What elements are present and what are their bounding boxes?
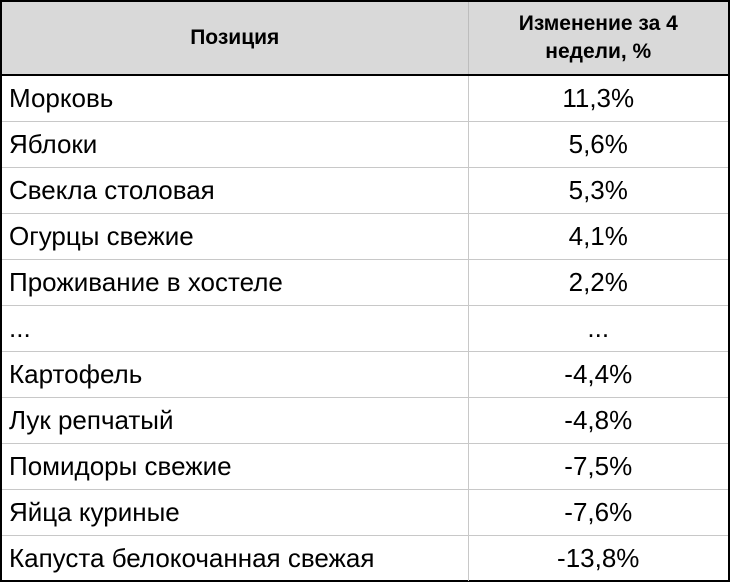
table-row: Картофель -4,4% (2, 351, 728, 398)
table-header: Позиция Изменение за 4 недели, % (2, 2, 728, 76)
table-row: Яйца куриные -7,6% (2, 489, 728, 536)
table-body: Морковь 11,3% Яблоки 5,6% Свекла столова… (2, 75, 728, 581)
row-position: ... (2, 305, 469, 352)
row-position: Яблоки (2, 121, 469, 168)
row-position: Капуста белокочанная свежая (2, 535, 469, 581)
header-row: Позиция Изменение за 4 недели, % (2, 2, 728, 76)
table-row: Морковь 11,3% (2, 75, 728, 122)
header-change: Изменение за 4 недели, % (468, 2, 728, 76)
row-change: 11,3% (562, 83, 635, 113)
row-position: Помидоры свежие (2, 443, 469, 490)
row-change: -13,8% (468, 535, 728, 581)
row-change: 2,2% (468, 259, 728, 306)
table-row: Проживание в хостеле 2,2% (2, 259, 728, 306)
row-position: Морковь (2, 75, 469, 122)
table-row-ellipsis: ... ... (2, 305, 728, 352)
table-row: Огурцы свежие 4,1% (2, 213, 728, 260)
row-position: Проживание в хостеле (2, 259, 469, 306)
row-change: ... (468, 305, 728, 352)
table-row: Яблоки 5,6% (2, 121, 728, 168)
table-row: Помидоры свежие -7,5% (2, 443, 728, 490)
table-row: Лук репчатый -4,8% (2, 397, 728, 444)
table-row: Свекла столовая 5,3% (2, 167, 728, 214)
row-change: 5,3% (468, 167, 728, 214)
row-position: Свекла столовая (2, 167, 469, 214)
row-change: -4,8% (468, 397, 728, 444)
row-position: Картофель (2, 351, 469, 398)
row-position: Яйца куриные (2, 489, 469, 536)
row-change: -7,5% (468, 443, 728, 490)
row-change: 4,1% (468, 213, 728, 260)
row-change: -4,4% (468, 351, 728, 398)
row-position: Лук репчатый (2, 397, 469, 444)
table-row: Капуста белокочанная свежая -13,8% (2, 535, 728, 581)
row-change: 5,6% (468, 121, 728, 168)
row-change: -7,6% (468, 489, 728, 536)
header-position: Позиция (2, 2, 469, 76)
row-position: Огурцы свежие (2, 213, 469, 260)
